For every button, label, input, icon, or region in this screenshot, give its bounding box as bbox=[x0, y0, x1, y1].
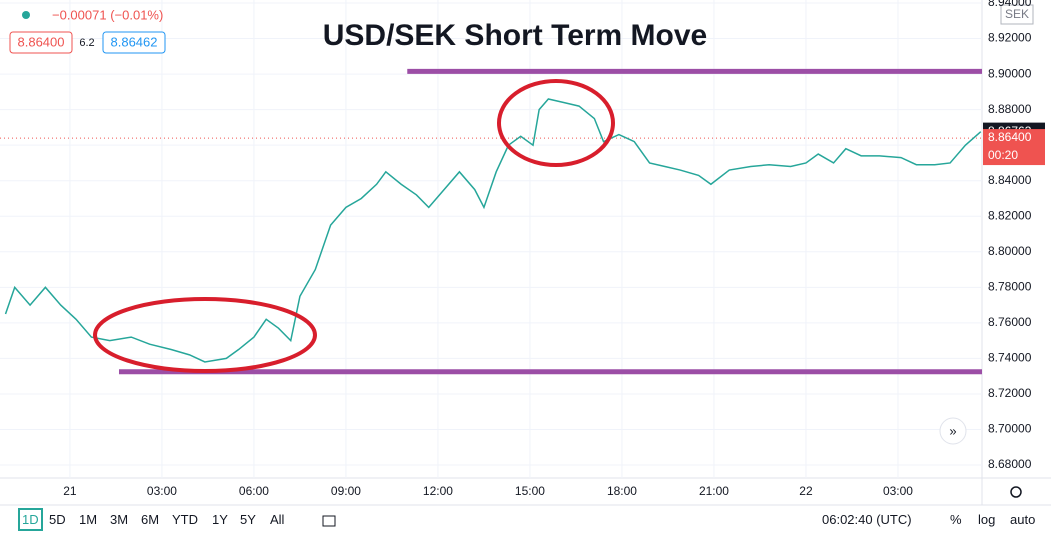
timeframe-button[interactable]: 1Y bbox=[212, 512, 228, 527]
y-tick-label: 8.76000 bbox=[988, 315, 1032, 329]
bid-price-tag bbox=[983, 129, 1045, 166]
y-tick-label: 8.90000 bbox=[988, 66, 1032, 80]
countdown: 00:20 bbox=[988, 148, 1018, 162]
y-tick-label: 8.88000 bbox=[988, 102, 1032, 116]
bid-price-label: 8.86400 bbox=[988, 130, 1032, 144]
spread: 6.2 bbox=[79, 37, 94, 49]
highlight-ellipse bbox=[93, 297, 317, 373]
x-tick-label: 03:00 bbox=[883, 484, 913, 498]
compare-icon[interactable] bbox=[322, 515, 336, 527]
series bbox=[0, 68, 982, 375]
timeframe-button[interactable]: All bbox=[270, 512, 285, 527]
scroll-button[interactable] bbox=[939, 417, 967, 445]
option-button[interactable]: % bbox=[950, 512, 962, 527]
chart-title: USD/SEK Short Term Move bbox=[323, 19, 708, 52]
bid-box[interactable] bbox=[9, 31, 73, 54]
grid bbox=[0, 0, 982, 478]
y-tick-label: 8.92000 bbox=[988, 31, 1032, 45]
x-tick-label: 09:00 bbox=[331, 484, 361, 498]
status-dot bbox=[22, 11, 30, 19]
y-tick-label: 8.78000 bbox=[988, 280, 1032, 294]
y-tick-label: 8.80000 bbox=[988, 244, 1032, 258]
highlight-ellipse bbox=[497, 79, 615, 167]
x-tick-label: 21:00 bbox=[699, 484, 729, 498]
y-tick-label: 8.74000 bbox=[988, 351, 1032, 365]
y-tick-label: 8.82000 bbox=[988, 208, 1032, 222]
price-line bbox=[4, 98, 982, 363]
ask-box[interactable] bbox=[102, 31, 166, 54]
x-tick-label: 21 bbox=[63, 484, 77, 498]
timeframe-button[interactable]: 1M bbox=[79, 512, 98, 527]
timeframe-button[interactable]: 1D bbox=[18, 508, 43, 531]
option-button[interactable]: auto bbox=[1010, 512, 1036, 527]
bid: 8.86400 bbox=[18, 34, 65, 49]
scroll-icon: » bbox=[949, 423, 956, 438]
y-tick-label: 8.72000 bbox=[988, 386, 1032, 400]
settings-icon[interactable] bbox=[1010, 486, 1022, 498]
x-tick-label: 22 bbox=[799, 484, 813, 498]
timeframe-button[interactable]: YTD bbox=[172, 512, 198, 527]
timeframe-button[interactable]: 5Y bbox=[240, 512, 256, 527]
y-tick-label: 8.68000 bbox=[988, 457, 1032, 471]
currency: SEK bbox=[1005, 7, 1029, 21]
timeframe-button[interactable]: 6M bbox=[141, 512, 160, 527]
timeframe-button[interactable]: 3M bbox=[110, 512, 129, 527]
x-tick-label: 18:00 bbox=[607, 484, 637, 498]
option-button[interactable]: log bbox=[978, 512, 996, 527]
ask: 8.86462 bbox=[111, 34, 158, 49]
x-tick-label: 12:00 bbox=[423, 484, 453, 498]
currency-box bbox=[1000, 4, 1034, 25]
clock: 06:02:40 (UTC) bbox=[822, 512, 912, 527]
y-tick-label: 8.94000 bbox=[988, 0, 1032, 9]
x-tick-label: 06:00 bbox=[239, 484, 269, 498]
x-tick-label: 03:00 bbox=[147, 484, 177, 498]
change: −0.00071 (−0.01%) bbox=[52, 7, 163, 22]
axes: 8.68000 8.70000 8.72000 8.74000 8.76000 8.780… bbox=[63, 0, 1045, 498]
x-tick-label: 15:00 bbox=[515, 484, 545, 498]
y-tick-label: 8.84000 bbox=[988, 173, 1032, 187]
timeframe-button[interactable]: 5D bbox=[49, 512, 66, 527]
y-tick-label: 8.70000 bbox=[988, 422, 1032, 436]
